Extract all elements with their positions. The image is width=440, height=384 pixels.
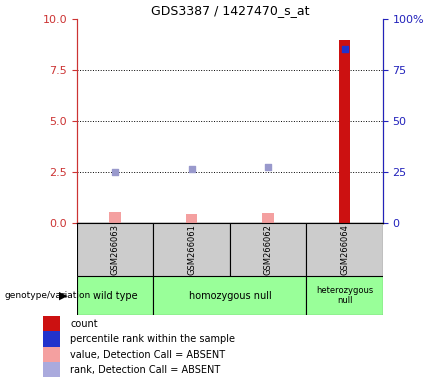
Bar [77, 276, 154, 315]
Point [264, 164, 271, 170]
Text: count: count [70, 319, 98, 329]
Bar [77, 223, 154, 276]
Bar [262, 213, 274, 223]
Point [188, 166, 195, 172]
Title: GDS3387 / 1427470_s_at: GDS3387 / 1427470_s_at [150, 3, 309, 17]
Bar [43, 331, 60, 347]
Bar [186, 214, 198, 223]
Bar [339, 40, 350, 223]
Text: rank, Detection Call = ABSENT: rank, Detection Call = ABSENT [70, 365, 220, 375]
Bar [306, 276, 383, 315]
Text: GSM266061: GSM266061 [187, 224, 196, 275]
Point [341, 46, 348, 52]
Bar [110, 212, 121, 223]
Text: ▶: ▶ [59, 291, 68, 301]
Text: GSM266064: GSM266064 [340, 224, 349, 275]
Text: value, Detection Call = ABSENT: value, Detection Call = ABSENT [70, 350, 225, 360]
Text: genotype/variation: genotype/variation [4, 291, 91, 300]
Bar [43, 362, 60, 377]
Bar [43, 347, 60, 362]
Text: heterozygous
null: heterozygous null [316, 286, 373, 305]
Text: percentile rank within the sample: percentile rank within the sample [70, 334, 235, 344]
Text: GSM266063: GSM266063 [111, 224, 120, 275]
Bar [154, 223, 230, 276]
Bar [230, 223, 306, 276]
Point [112, 169, 119, 175]
Text: GSM266062: GSM266062 [264, 224, 273, 275]
Text: homozygous null: homozygous null [188, 291, 271, 301]
Text: wild type: wild type [93, 291, 138, 301]
Bar [43, 316, 60, 331]
Bar [154, 276, 306, 315]
Bar [306, 223, 383, 276]
